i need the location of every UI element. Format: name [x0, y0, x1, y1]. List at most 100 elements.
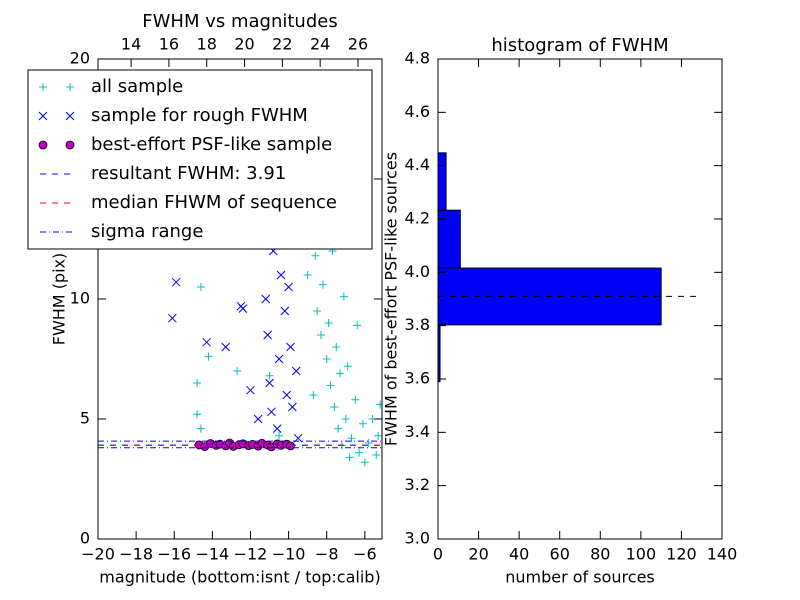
point: [272, 424, 282, 433]
subplot: histogram of FWHM number of sources FWHM o…: [382, 35, 738, 587]
point: [360, 458, 369, 467]
point: [324, 319, 333, 327]
point: [276, 270, 286, 280]
point: [374, 431, 382, 440]
y-tick-label: 4.4: [405, 155, 430, 174]
y-tick-label: 4.6: [405, 102, 430, 121]
legend-marker: [66, 83, 74, 91]
point: [193, 379, 202, 387]
legend-label: median FHWM of sequence: [91, 192, 337, 213]
point: [351, 395, 360, 404]
x2-tick-label: 18: [197, 35, 217, 54]
x2-tick-label: 14: [121, 35, 141, 54]
legend-box: [27, 69, 373, 250]
axes-frame: [437, 58, 723, 540]
x2-tick-label: 16: [159, 35, 179, 54]
y-tick-label: 4.0: [405, 262, 430, 281]
point: [355, 448, 364, 457]
point: [263, 330, 272, 340]
point: [291, 366, 301, 376]
point: [322, 355, 331, 363]
x2-tick-label: 20: [234, 35, 254, 54]
x2-tick-label: 22: [272, 35, 292, 54]
x-tick-label: 40: [509, 545, 529, 564]
y-axis-label: FWHM (pix): [50, 253, 69, 346]
legend-label: sigma range: [91, 221, 203, 242]
y-tick-label: 3.4: [405, 422, 430, 441]
x-tick-label: −14: [195, 545, 229, 564]
x-tick-label: 140: [707, 545, 738, 564]
legend-marker: [38, 111, 48, 121]
point: [343, 362, 352, 371]
x-tick-label: 100: [626, 545, 657, 564]
x2-tick-label: 24: [310, 35, 330, 54]
x-tick-label: −16: [157, 545, 191, 564]
point: [261, 294, 271, 304]
bar: [438, 209, 461, 269]
y-tick-label: 10: [70, 289, 90, 308]
point: [204, 352, 213, 361]
y-tick-label: 5: [80, 409, 90, 428]
point: [332, 343, 341, 351]
chart-title: histogram of FWHM: [491, 35, 668, 56]
legend-label: sample for rough FWHM: [91, 105, 308, 126]
x-axis-label: magnitude (bottom:isnt / top:calib): [99, 568, 380, 587]
point: [358, 419, 367, 428]
point: [286, 342, 295, 352]
point: [265, 378, 274, 388]
point: [353, 321, 362, 330]
x-tick-label: 120: [666, 545, 697, 564]
point: [347, 434, 356, 443]
point: [284, 282, 293, 292]
y-tick-label: 3.2: [405, 475, 430, 494]
x2-tick-label: 26: [348, 35, 368, 54]
legend-marker: [65, 111, 75, 121]
point: [326, 381, 335, 390]
point: [265, 371, 274, 380]
y-axis-label: FWHM of best-effort PSF-like sources: [382, 152, 401, 446]
point: [171, 277, 181, 287]
point: [274, 354, 284, 364]
y-tick-label: 20: [70, 49, 90, 68]
point: [221, 342, 231, 352]
point: [345, 453, 354, 462]
x-tick-label: −8: [315, 545, 339, 564]
x-axis-label: number of sources: [505, 568, 655, 587]
point: [253, 414, 263, 424]
point: [318, 280, 327, 289]
point: [193, 410, 202, 419]
x-tick-label: −18: [119, 545, 153, 564]
point: [238, 304, 248, 313]
point: [280, 306, 290, 316]
point: [336, 369, 345, 378]
y-tick-label: 3.0: [405, 529, 430, 548]
legend-label: best-effort PSF-like sample: [91, 134, 332, 155]
y-tick-label: 0: [80, 529, 90, 548]
y-tick-label: 4.8: [405, 49, 430, 68]
x-tick-label: 80: [590, 545, 610, 564]
x-tick-label: 20: [468, 545, 488, 564]
point: [282, 390, 292, 400]
y-tick-label: 3.8: [405, 315, 430, 334]
point: [196, 424, 205, 433]
point: [341, 415, 350, 423]
point: [196, 283, 205, 291]
point: [334, 424, 343, 433]
point: [167, 313, 177, 323]
point: [202, 337, 211, 347]
legend-label: all sample: [91, 76, 183, 97]
x-tick-label: −12: [234, 545, 268, 564]
x-tick-label: 60: [550, 545, 570, 564]
legend-label: resultant FWHM: 3.91: [91, 163, 286, 184]
axes-frame: [97, 58, 383, 540]
point: [233, 367, 242, 375]
point: [311, 251, 320, 260]
point: [303, 271, 312, 279]
y-tick-label: 4.2: [405, 209, 430, 228]
point: [309, 391, 318, 399]
point: [330, 403, 339, 411]
legend-marker: [39, 83, 47, 91]
point: [288, 402, 297, 412]
